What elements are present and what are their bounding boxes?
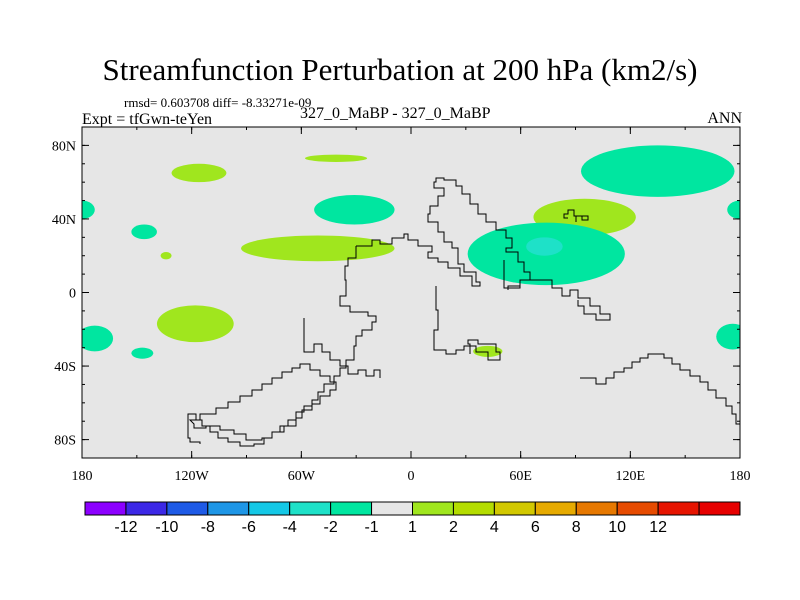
colorbar: -12 -10 -8 -6 -4 -2 -1 1 2 4 6 8 10 12 [84, 501, 741, 536]
colorbar-box [657, 501, 700, 516]
x-tick-label: 60E [509, 469, 532, 484]
colorbar-label: 12 [649, 519, 667, 536]
map-plot-area [82, 127, 740, 458]
x-tick-label: 120W [175, 469, 210, 484]
anomaly-sw-pacific-negative [82, 325, 114, 352]
colorbar-box [452, 501, 495, 516]
y-tick-label: 40N [52, 213, 76, 228]
coastline-mexico [303, 318, 381, 378]
chart-title: Streamfunction Perturbation at 200 hPa (… [102, 52, 698, 87]
anomaly-ne-pacific-negative-small [131, 224, 157, 240]
coastline-north-america [356, 177, 531, 290]
colorbar-label: 10 [608, 519, 626, 536]
colorbar-label: 6 [531, 519, 540, 536]
colorbar-label: -10 [155, 519, 178, 536]
anomaly-se-indian-negative [716, 323, 740, 350]
coastline-australia [580, 353, 741, 436]
colorbar-label: -4 [283, 519, 297, 536]
colorbar-box [207, 501, 250, 516]
coastline-antarctic-peninsula [188, 363, 337, 441]
anomaly-subtropical-atlantic-positive [241, 235, 395, 262]
anomaly-south-pacific-negative-small [131, 347, 154, 359]
colorbar-box [166, 501, 209, 516]
colorbar-box [371, 501, 413, 516]
anomaly-north-atlantic-positive [304, 154, 368, 162]
colorbar-label: -8 [201, 519, 215, 536]
colorbar-label: -6 [242, 519, 256, 536]
colorbar-box [330, 501, 373, 516]
anomaly-west-edge-negative [82, 200, 95, 219]
x-tick-label: 180 [730, 469, 751, 484]
colorbar-label: -1 [364, 519, 378, 536]
coastline-south-america [187, 246, 377, 447]
coastline-africa-europe [503, 260, 611, 321]
x-tick-label: 120E [616, 469, 646, 484]
anomaly-south-asia-negative-core [526, 237, 563, 256]
colorbar-box [698, 501, 741, 516]
colorbar-box [84, 501, 127, 516]
coastline-africa-south [433, 286, 501, 361]
anomaly-north-atlantic-negative [314, 195, 395, 225]
coastline-asia-east [563, 209, 589, 222]
axes: 180 120W 60W 0 60E 120E 180 80N 40N 0 40S 80S [52, 126, 751, 484]
y-tick-label: 40S [54, 360, 76, 375]
anomaly-south-pacific-positive [156, 305, 234, 343]
colorbar-box [493, 501, 536, 516]
anomaly-nw-pacific-positive [171, 163, 227, 183]
y-tick-label: 80S [54, 434, 76, 449]
colorbar-box [616, 501, 659, 516]
colorbar-label: -12 [114, 519, 137, 536]
y-tick-label: 0 [69, 287, 76, 302]
case-label: 327_0_MaBP - 327_0_MaBP [300, 105, 491, 122]
colorbar-label: -2 [324, 519, 338, 536]
colorbar-box [248, 501, 291, 516]
season-label: ANN [707, 110, 742, 127]
colorbar-box [534, 501, 577, 516]
coastlines [187, 177, 741, 447]
colorbar-box [412, 501, 454, 516]
colorbar-label: 4 [490, 519, 499, 536]
x-tick-label: 0 [408, 469, 415, 484]
colorbar-box [125, 501, 168, 516]
anomaly-south-africa-positive [473, 345, 503, 357]
anomaly-ne-pacific-positive-small [160, 252, 172, 260]
colorbar-label: 8 [572, 519, 581, 536]
colorbar-box [575, 501, 618, 516]
colorbar-box [289, 501, 332, 516]
stats-text: rmsd= 0.603708 diff= -8.33271e-09 [124, 95, 312, 110]
x-tick-label: 180 [72, 469, 93, 484]
colorbar-label: 2 [449, 519, 458, 536]
colorbar-label: 1 [408, 519, 417, 536]
anomaly-siberia-negative [580, 145, 735, 197]
anomaly-east-edge-negative [727, 200, 740, 219]
y-tick-label: 80N [52, 139, 76, 154]
experiment-label: Expt = tfGwn-teYen [82, 111, 213, 128]
x-tick-label: 60W [288, 469, 316, 484]
